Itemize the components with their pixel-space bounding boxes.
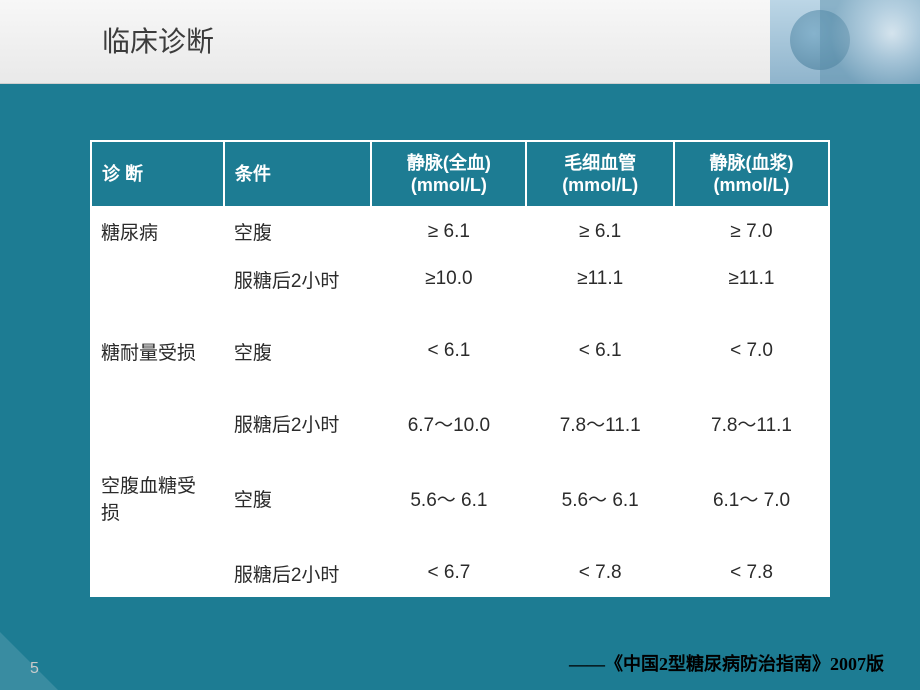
col-venous-plasma-label: 静脉(血浆) (mmol/L) [709,153,793,196]
cell-value: < 7.8 [674,549,829,597]
cell-value: 7.8～11.1 [674,399,829,447]
col-venous-whole-label: 静脉(全血) (mmol/L) [407,153,491,196]
corner-decor [0,632,58,690]
cell-condition: 服糖后2小时 [224,549,372,597]
cell-condition: 服糖后2小时 [224,255,372,303]
cell-condition: 空腹 [224,471,372,525]
cell-value: < 7.0 [674,327,829,375]
cell-condition: 服糖后2小时 [224,399,372,447]
cell-value: 7.8～11.1 [526,399,674,447]
table-row: 空腹血糖受损 空腹 5.6～ 6.1 5.6～ 6.1 6.1～ 7.0 [91,471,829,525]
cell-value: < 7.8 [526,549,674,597]
col-capillary: 毛细血管 (mmol/L) [526,141,674,207]
slide: 临床诊断 诊 断 条件 静脉(全血) (mmol/L) 毛细血管 (mmol/L… [0,0,920,690]
table-spacer [91,525,829,549]
slide-title: 临床诊断 [102,20,214,60]
cell-value: < 6.1 [526,327,674,375]
cell-value: ≥ 7.0 [674,207,829,255]
cell-value: ≥ 6.1 [371,207,526,255]
cell-condition: 空腹 [224,327,372,375]
diagnosis-table: 诊 断 条件 静脉(全血) (mmol/L) 毛细血管 (mmol/L) 静脉(… [90,140,830,597]
table-row: 服糖后2小时 ≥10.0 ≥11.1 ≥11.1 [91,255,829,303]
cell-condition: 空腹 [224,207,372,255]
cell-value: ≥10.0 [371,255,526,303]
col-venous-plasma: 静脉(血浆) (mmol/L) [674,141,829,207]
header-bar: 临床诊断 [0,0,920,84]
cell-diagnosis-empty [91,399,224,447]
cell-value: ≥ 6.1 [526,207,674,255]
cell-value: 6.7～10.0 [371,399,526,447]
table-header-row: 诊 断 条件 静脉(全血) (mmol/L) 毛细血管 (mmol/L) 静脉(… [91,141,829,207]
table-row: 服糖后2小时 6.7～10.0 7.8～11.1 7.8～11.1 [91,399,829,447]
cell-value: 5.6～ 6.1 [526,471,674,525]
col-diagnosis: 诊 断 [91,141,224,207]
table-spacer [91,303,829,327]
cell-value: < 6.1 [371,327,526,375]
cell-diagnosis: 糖尿病 [91,207,224,255]
table-row: 糖尿病 空腹 ≥ 6.1 ≥ 6.1 ≥ 7.0 [91,207,829,255]
table-spacer [91,375,829,399]
header-image-decor [770,0,920,84]
table-row: 糖耐量受损 空腹 < 6.1 < 6.1 < 7.0 [91,327,829,375]
cell-value: 5.6～ 6.1 [371,471,526,525]
source-citation: ——《中国2型糖尿病防治指南》2007版 [569,650,884,676]
cell-diagnosis-empty [91,255,224,303]
table-spacer [91,447,829,471]
cell-diagnosis: 糖耐量受损 [91,327,224,375]
cell-diagnosis-empty [91,549,224,597]
cell-value: ≥11.1 [526,255,674,303]
table-row: 服糖后2小时 < 6.7 < 7.8 < 7.8 [91,549,829,597]
col-condition: 条件 [224,141,372,207]
col-capillary-label: 毛细血管 (mmol/L) [562,153,638,196]
col-venous-whole: 静脉(全血) (mmol/L) [371,141,526,207]
cell-value: < 6.7 [371,549,526,597]
cell-value: ≥11.1 [674,255,829,303]
table-body: 糖尿病 空腹 ≥ 6.1 ≥ 6.1 ≥ 7.0 服糖后2小时 ≥10.0 ≥1… [91,207,829,597]
cell-value: 6.1～ 7.0 [674,471,829,525]
cell-diagnosis: 空腹血糖受损 [91,471,224,525]
